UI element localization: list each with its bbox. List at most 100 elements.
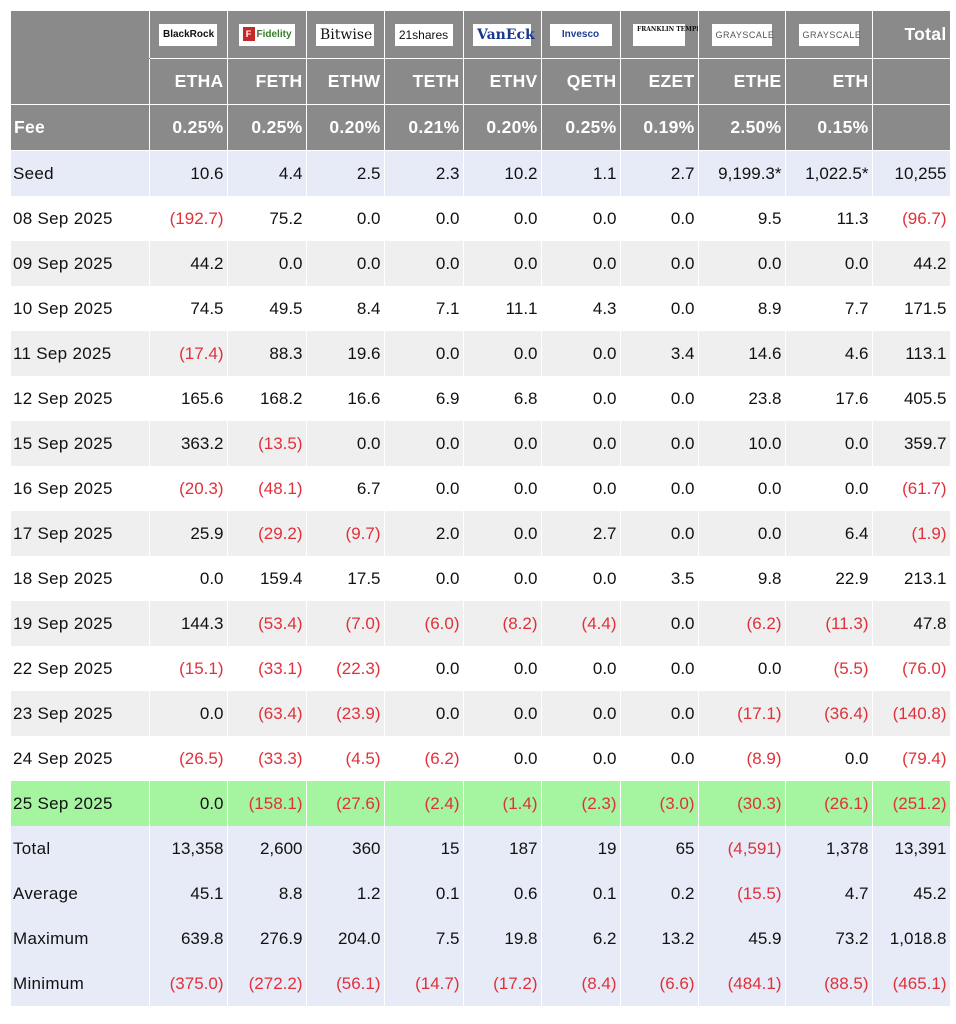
- flow-cell: (8.9): [698, 736, 786, 781]
- flow-cell: 73.2: [785, 916, 873, 961]
- bitwise-logo: Bitwise: [316, 23, 374, 46]
- fee-total-blank: [872, 104, 951, 151]
- grayscale-logo: GRAYSCALE: [798, 23, 861, 46]
- row-label: Maximum: [11, 916, 150, 961]
- row-label: Minimum: [11, 961, 150, 1006]
- flow-cell: (158.1): [227, 781, 307, 826]
- flow-cell: 13,358: [149, 826, 228, 871]
- flow-cell: (36.4): [785, 691, 873, 736]
- flow-cell: 276.9: [227, 916, 307, 961]
- total-cell: 13,391: [872, 826, 951, 871]
- flow-cell: 0.0: [620, 421, 699, 466]
- flow-cell: 0.0: [698, 466, 786, 511]
- flow-cell: (375.0): [149, 961, 228, 1006]
- table-row: 24 Sep 2025 (26.5) (33.3) (4.5) (6.2) 0.0 0.0 0…: [11, 736, 951, 781]
- flow-cell: 6.8: [463, 376, 542, 421]
- flow-cell: 168.2: [227, 376, 307, 421]
- flow-cell: 0.0: [463, 241, 542, 286]
- flow-cell: (15.5): [698, 871, 786, 916]
- flow-cell: 2.3: [384, 150, 464, 196]
- flow-cell: 0.0: [620, 511, 699, 556]
- flow-cell: 7.7: [785, 286, 873, 331]
- flow-cell: 74.5: [149, 286, 228, 331]
- flow-cell: 0.0: [149, 691, 228, 736]
- flow-cell: 7.5: [384, 916, 464, 961]
- flow-cell: 6.9: [384, 376, 464, 421]
- row-label: 23 Sep 2025: [11, 691, 150, 736]
- flow-cell: 9.5: [698, 196, 786, 241]
- flow-cell: 49.5: [227, 286, 307, 331]
- flow-cell: 2.7: [541, 511, 621, 556]
- fidelity-f-icon: F: [242, 27, 255, 42]
- flow-cell: (8.4): [541, 961, 621, 1006]
- flow-cell: 0.0: [541, 736, 621, 781]
- row-label: 17 Sep 2025: [11, 511, 150, 556]
- table-row: 16 Sep 2025 (20.3) (48.1) 6.7 0.0 0.0 0.0 0.0 0.…: [11, 466, 951, 511]
- flow-cell: (15.1): [149, 646, 228, 691]
- table-row: 23 Sep 2025 0.0 (63.4) (23.9) 0.0 0.0 0.0 0.0 (1…: [11, 691, 951, 736]
- flow-cell: 0.0: [541, 646, 621, 691]
- flow-cell: 360: [306, 826, 385, 871]
- total-cell: (61.7): [872, 466, 951, 511]
- flow-cell: 4.4: [227, 150, 307, 196]
- flow-cell: 0.0: [463, 421, 542, 466]
- vaneck-logo: VanEck: [473, 23, 535, 46]
- blackrock-logo: BlackRock: [159, 23, 217, 46]
- flow-cell: 17.5: [306, 556, 385, 601]
- row-label: 16 Sep 2025: [11, 466, 150, 511]
- summary-row: Minimum (375.0) (272.2) (56.1) (14.7) (17.2)(…: [11, 961, 951, 1006]
- flow-cell: 2,600: [227, 826, 307, 871]
- flow-cell: 44.2: [149, 241, 228, 286]
- fee-value: 0.20%: [463, 104, 542, 151]
- fee-value: 0.25%: [541, 104, 621, 151]
- flow-cell: (5.5): [785, 646, 873, 691]
- total-cell: (1.9): [872, 511, 951, 556]
- flow-cell: 0.0: [698, 241, 786, 286]
- flow-cell: 65: [620, 826, 699, 871]
- etf-flows-table-container: BlackRock F Fidelity Bitwise 21shares Van…: [11, 11, 951, 1006]
- flow-cell: (272.2): [227, 961, 307, 1006]
- flow-cell: 0.2: [620, 871, 699, 916]
- total-cell: 10,255: [872, 150, 951, 196]
- row-label: Seed: [11, 150, 150, 196]
- flow-cell: (13.5): [227, 421, 307, 466]
- total-cell: 44.2: [872, 241, 951, 286]
- ticker-header: ETHA: [149, 58, 228, 105]
- flow-cell: 0.0: [149, 556, 228, 601]
- flow-cell: (192.7): [149, 196, 228, 241]
- flow-cell: (3.0): [620, 781, 699, 826]
- summary-row: Total 13,358 2,600 360 15 187 19 65 (4,591) 1,378…: [11, 826, 951, 871]
- flow-cell: 0.0: [306, 196, 385, 241]
- issuer-logo-cell: BlackRock: [149, 11, 228, 59]
- table-row: 25 Sep 2025 0.0 (158.1) (27.6) (2.4) (1.4) (2.…: [11, 781, 951, 826]
- flow-cell: 10.0: [698, 421, 786, 466]
- total-cell: 45.2: [872, 871, 951, 916]
- row-label: Total: [11, 826, 150, 871]
- 21shares-logo: 21shares: [394, 23, 453, 46]
- issuer-logo-cell: 21shares: [384, 11, 464, 59]
- flow-cell: 159.4: [227, 556, 307, 601]
- issuer-logo-cell: FRANKLIN TEMPLETON: [620, 11, 699, 59]
- flow-cell: 0.0: [541, 421, 621, 466]
- flow-cell: 0.0: [698, 511, 786, 556]
- flow-cell: (7.0): [306, 601, 385, 646]
- row-label: 12 Sep 2025: [11, 376, 150, 421]
- flow-cell: 9,199.3*: [698, 150, 786, 196]
- eth-etf-flows-table: BlackRock F Fidelity Bitwise 21shares Van…: [11, 11, 951, 1006]
- flow-cell: 0.0: [620, 196, 699, 241]
- issuer-logo-cell: GRAYSCALE: [785, 11, 873, 59]
- flow-cell: 0.0: [463, 691, 542, 736]
- flow-cell: 0.0: [541, 331, 621, 376]
- table-row: 10 Sep 2025 74.5 49.5 8.4 7.1 11.1 4.3 0.0 8.9 7.…: [11, 286, 951, 331]
- fee-value: 0.25%: [227, 104, 307, 151]
- flow-cell: 0.0: [463, 466, 542, 511]
- flow-cell: 0.0: [384, 556, 464, 601]
- fee-value: 0.19%: [620, 104, 699, 151]
- flow-cell: 1.2: [306, 871, 385, 916]
- total-cell: 359.7: [872, 421, 951, 466]
- fee-value: 0.21%: [384, 104, 464, 151]
- flow-cell: 8.9: [698, 286, 786, 331]
- flow-cell: 25.9: [149, 511, 228, 556]
- flow-cell: 0.0: [227, 241, 307, 286]
- flow-cell: (14.7): [384, 961, 464, 1006]
